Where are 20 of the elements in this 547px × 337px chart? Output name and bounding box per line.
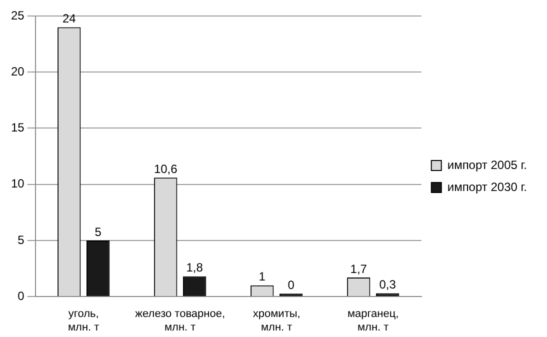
x-tick-label: марганец, млн. т (347, 308, 399, 334)
y-tick-label: 25 (10, 8, 25, 22)
x-tick-label: хромиты, млн. т (252, 308, 300, 334)
data-label: 1,8 (186, 260, 204, 275)
data-label: 10,6 (154, 162, 178, 176)
data-label: 5 (94, 224, 102, 239)
legend-label: импорт 2030 г. (447, 180, 527, 194)
y-tick-label: 15 (10, 120, 25, 135)
y-tick-label: 0 (18, 288, 25, 303)
legend-label: импорт 2005 г. (447, 158, 527, 172)
data-label: 0 (288, 278, 295, 292)
data-label: 1,7 (350, 262, 368, 276)
x-tick-label: железо товарное, млн. т (135, 308, 226, 334)
y-tick-label: 5 (18, 232, 25, 247)
data-label: 1 (258, 270, 266, 284)
data-label: 24 (62, 12, 76, 26)
x-tick-label: уголь, млн. т (68, 308, 100, 334)
y-tick-label: 20 (10, 64, 25, 78)
y-tick-label: 10 (10, 176, 25, 191)
data-label: 0,3 (379, 278, 396, 292)
